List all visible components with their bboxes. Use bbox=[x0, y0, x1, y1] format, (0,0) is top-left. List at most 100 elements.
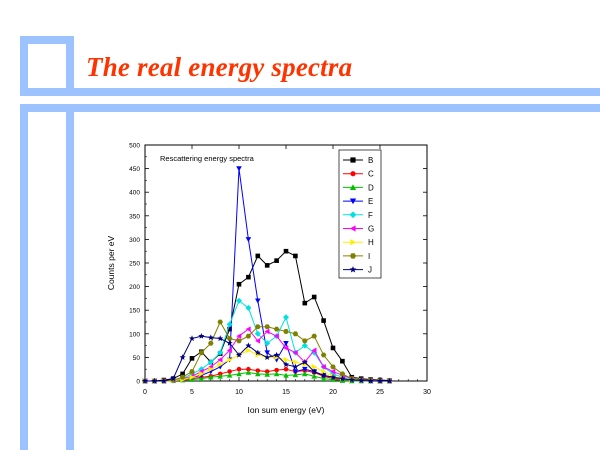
data-point-f bbox=[254, 330, 261, 337]
data-point-i bbox=[226, 336, 233, 341]
data-point-h bbox=[217, 361, 223, 368]
legend-label: G bbox=[368, 225, 374, 234]
data-point-f bbox=[207, 359, 214, 366]
data-point-b bbox=[293, 253, 298, 259]
data-point-g bbox=[292, 349, 298, 356]
x-tick-label: 5 bbox=[190, 389, 194, 396]
data-point-f bbox=[264, 340, 271, 347]
legend-item-j: J bbox=[343, 266, 372, 275]
legend-label: H bbox=[368, 238, 374, 247]
legend-marker-diamond bbox=[349, 211, 357, 219]
data-point-j bbox=[386, 377, 393, 384]
data-point-j bbox=[282, 361, 290, 368]
data-point-i bbox=[264, 324, 270, 330]
legend-label: D bbox=[368, 183, 374, 192]
x-tick-label: 0 bbox=[143, 389, 147, 396]
data-point-i bbox=[292, 331, 299, 337]
data-point-c bbox=[283, 366, 289, 372]
data-point-j bbox=[329, 374, 337, 380]
data-point-j bbox=[264, 354, 271, 361]
frame-top-bar-left bbox=[20, 36, 74, 44]
data-point-h bbox=[208, 366, 214, 372]
y-tick-label: 0 bbox=[136, 379, 140, 386]
data-point-e bbox=[264, 350, 270, 356]
data-point-d bbox=[255, 371, 261, 377]
data-point-j bbox=[217, 335, 224, 342]
data-point-b bbox=[321, 318, 326, 323]
chart-title: Rescattering energy spectra bbox=[160, 154, 255, 163]
data-point-g bbox=[283, 345, 289, 351]
legend-item-f: F bbox=[343, 211, 373, 220]
legend-marker-triangle-left bbox=[349, 225, 356, 232]
data-point-i bbox=[273, 326, 280, 332]
x-axis-label: Ion sum energy (eV) bbox=[247, 405, 324, 415]
legend-box bbox=[338, 149, 382, 279]
data-point-j bbox=[273, 351, 280, 358]
data-point-b bbox=[264, 263, 270, 268]
data-point-j bbox=[367, 377, 374, 384]
series-layer bbox=[141, 166, 393, 384]
data-point-b bbox=[302, 300, 308, 306]
data-point-g bbox=[217, 357, 223, 363]
data-point-j bbox=[348, 376, 355, 383]
data-point-b bbox=[189, 356, 195, 361]
data-point-j bbox=[301, 358, 308, 365]
y-tick-label: 500 bbox=[129, 143, 140, 150]
frame-horizontal-bar-upper bbox=[20, 88, 600, 96]
data-point-j bbox=[358, 377, 365, 384]
data-point-g bbox=[320, 364, 326, 370]
y-tick-label: 150 bbox=[129, 308, 140, 315]
data-point-i bbox=[339, 371, 346, 377]
data-point-e bbox=[255, 298, 261, 304]
y-tick-label: 250 bbox=[129, 261, 140, 268]
legend-label: J bbox=[368, 266, 372, 275]
data-point-h bbox=[246, 347, 252, 354]
data-point-j bbox=[320, 372, 327, 378]
data-point-j bbox=[339, 375, 346, 382]
legend-item-g: G bbox=[343, 225, 374, 234]
legend-item-d: D bbox=[343, 183, 374, 192]
data-point-d bbox=[273, 371, 280, 377]
data-point-i bbox=[320, 352, 327, 358]
data-point-i bbox=[311, 333, 317, 339]
data-point-j bbox=[311, 368, 318, 375]
data-point-f bbox=[236, 297, 242, 304]
data-point-e bbox=[236, 166, 242, 172]
data-point-j bbox=[170, 375, 177, 382]
data-point-i bbox=[217, 319, 223, 325]
data-point-i bbox=[179, 374, 186, 380]
data-point-c bbox=[227, 369, 232, 374]
data-point-e bbox=[245, 237, 252, 243]
frame-left-bar-lower bbox=[20, 104, 28, 450]
data-point-d bbox=[292, 372, 299, 378]
data-point-c bbox=[264, 369, 270, 374]
legend-marker-square bbox=[350, 157, 356, 163]
y-tick-label: 50 bbox=[133, 355, 141, 362]
data-point-d bbox=[208, 374, 214, 380]
frame-horizontal-bar-lower bbox=[20, 104, 600, 112]
legend-item-i: I bbox=[343, 252, 370, 261]
legend-item-b: B bbox=[343, 156, 373, 165]
data-point-f bbox=[217, 349, 224, 356]
x-tick-label: 25 bbox=[376, 389, 384, 396]
legend-label: I bbox=[368, 252, 370, 261]
data-point-g bbox=[255, 338, 261, 344]
legend-marker-triangle-up bbox=[349, 184, 357, 190]
data-point-c bbox=[255, 368, 261, 373]
legend-marker-circle bbox=[350, 171, 356, 177]
data-point-i bbox=[245, 333, 252, 339]
legend-marker-triangle-right bbox=[350, 239, 357, 246]
data-point-j bbox=[245, 342, 252, 349]
frame-left-bar-upper bbox=[20, 36, 28, 96]
legend-marker-triangle-down bbox=[349, 198, 357, 205]
data-point-j bbox=[198, 332, 205, 339]
data-point-c bbox=[274, 367, 279, 373]
data-point-b bbox=[283, 248, 289, 254]
data-point-i bbox=[236, 338, 242, 344]
legend-label: C bbox=[368, 170, 374, 179]
y-tick-label: 100 bbox=[129, 331, 140, 338]
legend-label: F bbox=[368, 211, 373, 220]
legend-marker-star bbox=[349, 265, 357, 273]
legend-item-c: C bbox=[343, 170, 374, 179]
